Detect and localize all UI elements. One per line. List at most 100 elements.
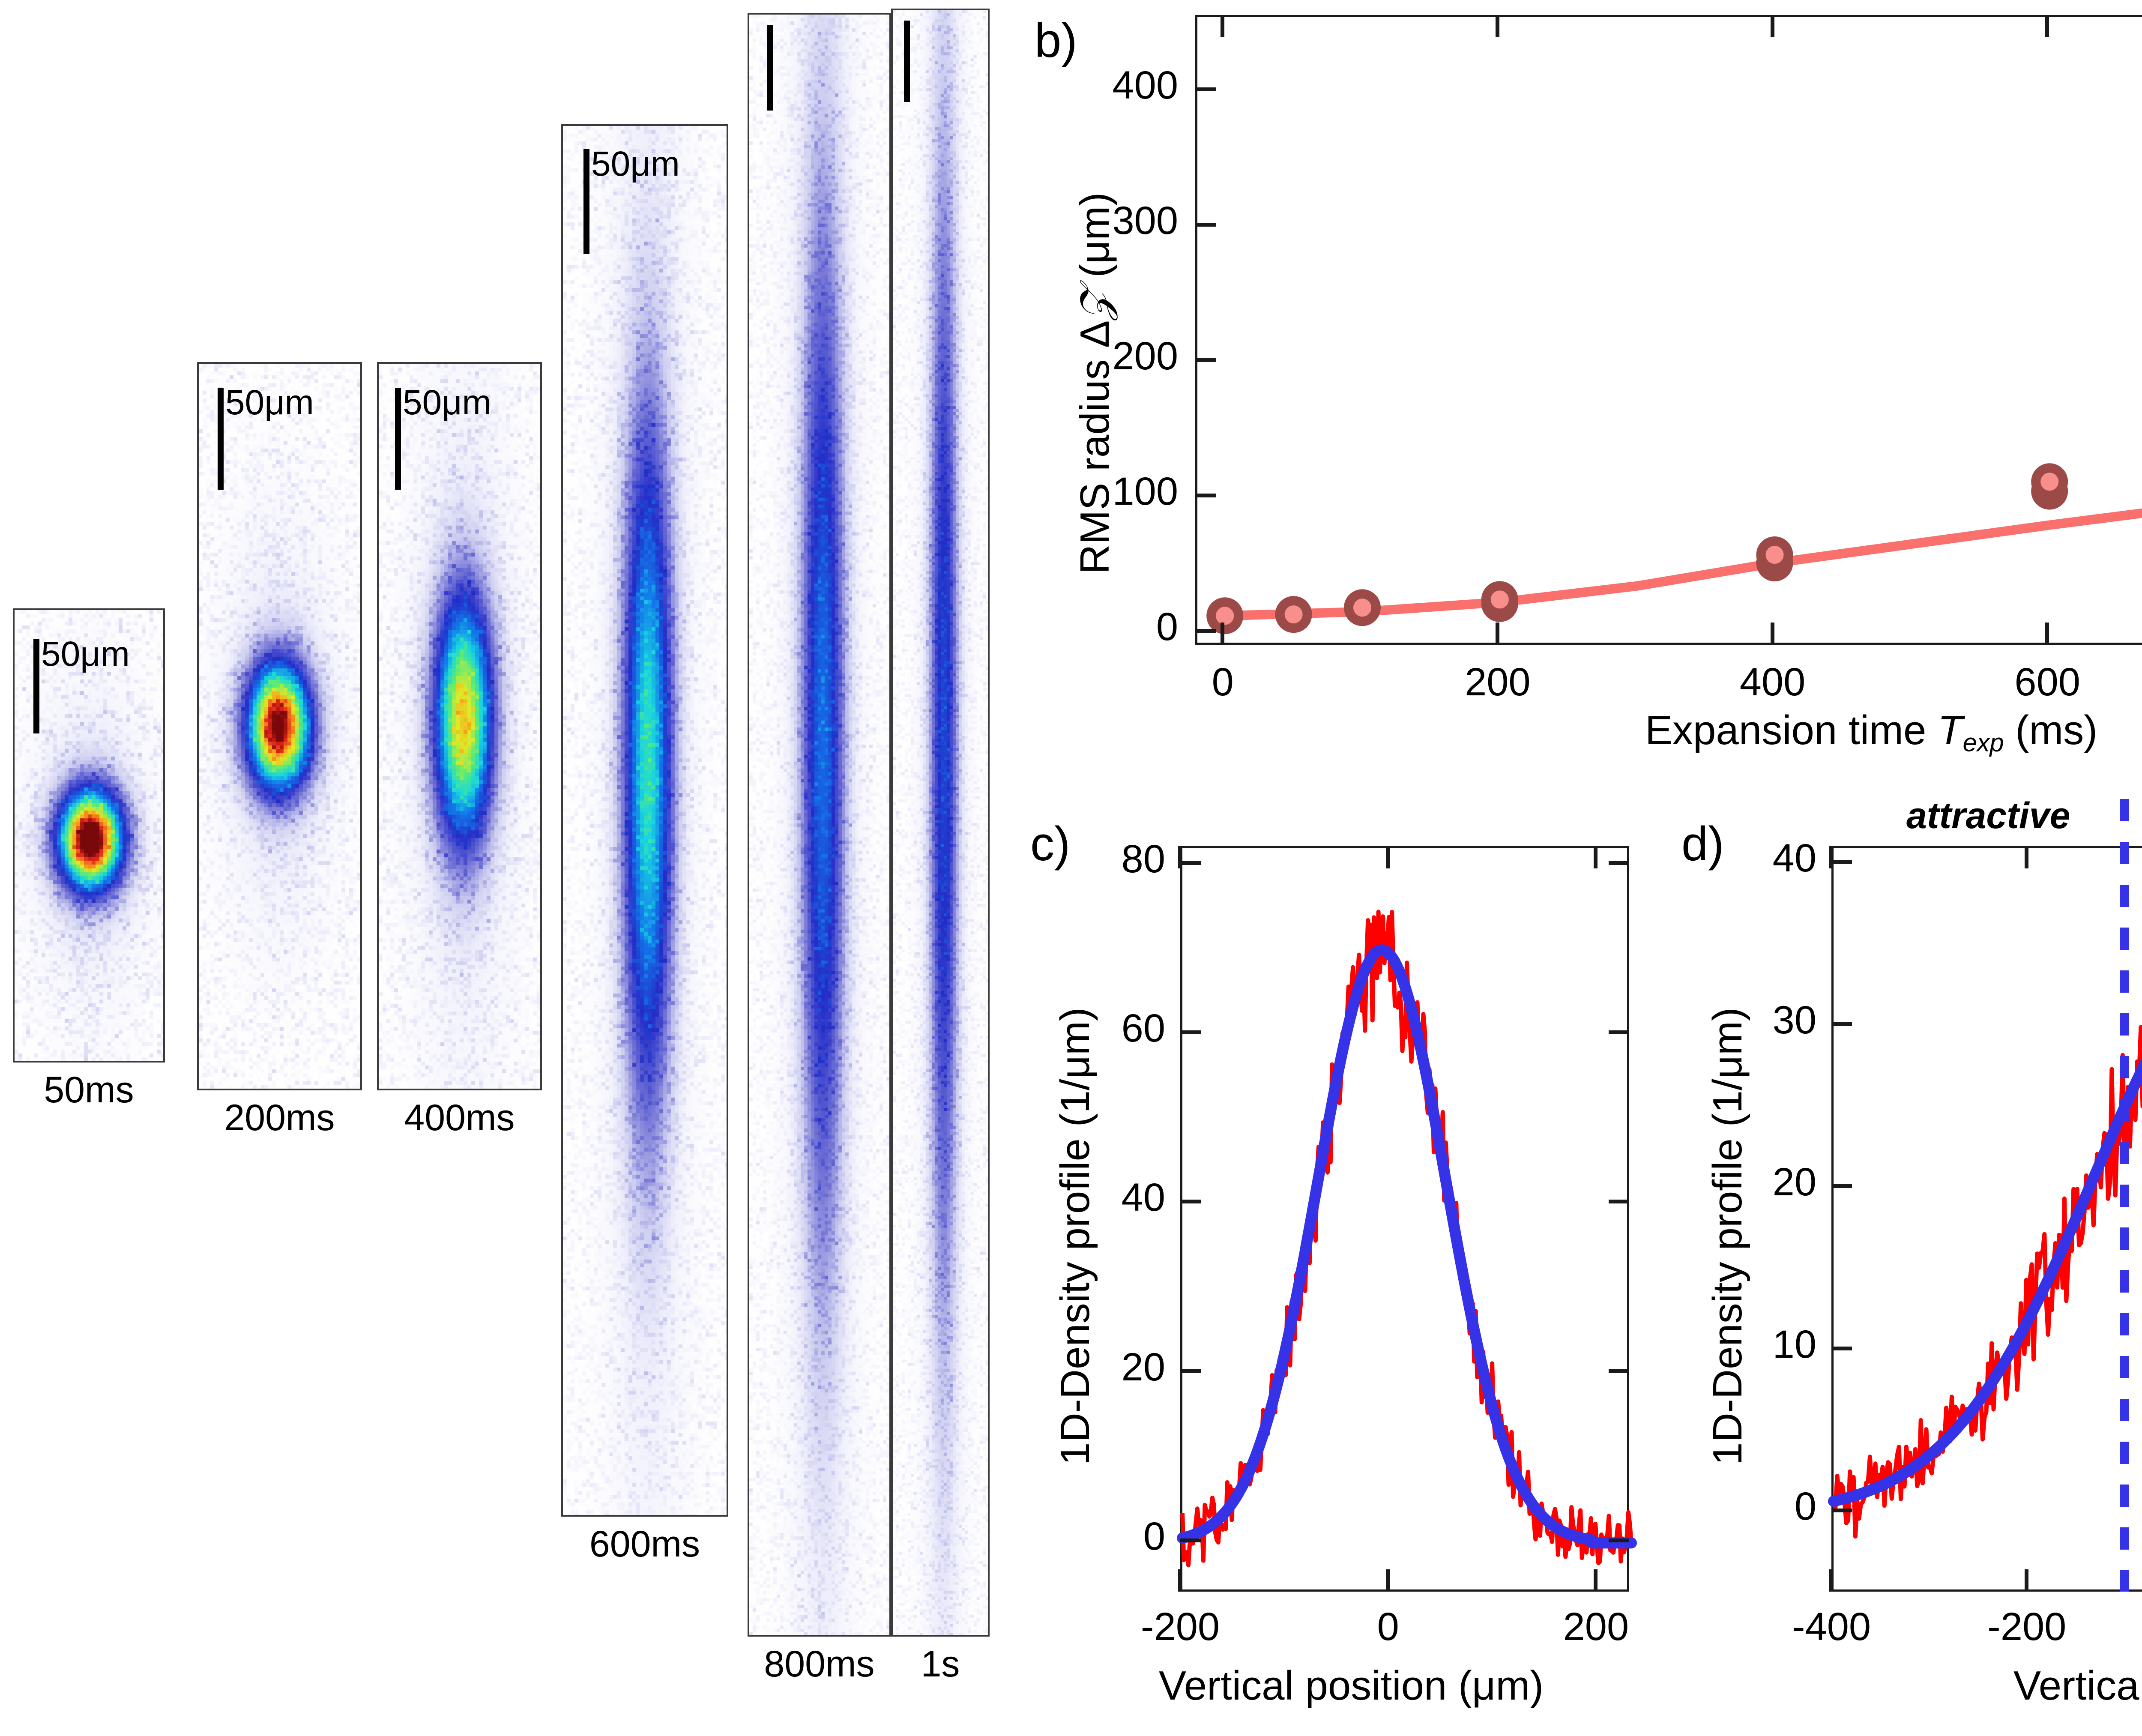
panel-b-chart xyxy=(1206,463,2142,635)
panel-d-attractive-label: attractive xyxy=(1906,795,2070,836)
axis-tick xyxy=(1180,1200,1201,1204)
axis-tick xyxy=(2025,1569,2029,1592)
axis-tick xyxy=(1831,860,1852,864)
axis-tick-label: 0 xyxy=(1212,660,1234,704)
panel-c-chart xyxy=(1177,910,1637,1568)
panel-d-plot-area xyxy=(1828,846,2142,1592)
axis-tick-label: 300 xyxy=(1112,199,1179,242)
expansion-time-label: 600ms xyxy=(589,1523,700,1565)
axis-tick xyxy=(1831,1022,1852,1027)
image-frame xyxy=(377,362,542,1090)
axis-tick xyxy=(1495,623,1499,645)
axis-tick-label: 400 xyxy=(1739,660,1806,704)
axis-tick-label: -200 xyxy=(1140,1605,1220,1649)
panel-b-data-point xyxy=(1481,581,1518,618)
panel-b-data-points xyxy=(1206,463,2068,635)
axis-tick xyxy=(1195,494,1216,498)
axis-tick xyxy=(1195,358,1216,362)
axis-tick-label: -200 xyxy=(1987,1605,2067,1649)
panel-a-absorption-images: 50μm 50ms 50μm 200ms 50μm 400ms 50μm 600… xyxy=(0,0,1007,1736)
panel-b-data-point xyxy=(1275,596,1312,633)
axis-tick-label: 0 xyxy=(1143,1515,1165,1559)
axis-tick xyxy=(1609,1030,1629,1034)
panel-b-xlabel: Expansion time Texp (ms) xyxy=(1645,707,2098,757)
axis-tick xyxy=(1195,223,1216,227)
panel-c-letter: c) xyxy=(1030,817,1071,871)
scale-bar-label: 50μm xyxy=(41,635,130,673)
absorption-image-600ms: 50μm 600ms xyxy=(561,124,728,1565)
axis-tick-label: 200 xyxy=(1112,334,1179,378)
expansion-time-label: 1s xyxy=(921,1643,960,1685)
panel-b-data-point xyxy=(1206,597,1244,635)
axis-tick xyxy=(1609,1200,1629,1204)
scale-bar xyxy=(395,388,401,490)
axis-tick-label: 40 xyxy=(1772,836,1816,880)
absorption-image-400ms: 50μm 400ms xyxy=(377,362,542,1138)
axis-tick xyxy=(1770,15,1774,37)
axis-tick-label: 20 xyxy=(1772,1160,1816,1204)
axis-tick-label: 400 xyxy=(1112,63,1179,107)
expansion-time-label: 800ms xyxy=(764,1643,875,1685)
axis-tick xyxy=(1594,846,1598,868)
scale-bar-label: 50μm xyxy=(591,144,680,183)
panel-b-data-point xyxy=(2031,463,2068,500)
axis-tick-label: 30 xyxy=(1772,998,1816,1042)
scale-bar xyxy=(904,21,910,102)
image-frame xyxy=(197,362,362,1090)
axis-tick xyxy=(1609,861,1629,865)
axis-tick xyxy=(1180,1369,1201,1373)
panel-d-gaussian-fit xyxy=(1828,1057,2142,1507)
panel-b-plot-area xyxy=(1195,15,2142,645)
panel-b-letter: b) xyxy=(1035,14,1077,67)
axis-tick xyxy=(1831,1184,1852,1188)
axis-tick-label: 0 xyxy=(1156,605,1178,649)
axis-tick xyxy=(1829,846,1833,868)
expansion-time-label: 50ms xyxy=(44,1069,134,1110)
scale-bar xyxy=(767,25,773,111)
axis-tick xyxy=(1180,1538,1201,1543)
axis-tick-label: -400 xyxy=(1792,1605,1871,1649)
axis-tick-label: 600 xyxy=(2014,660,2080,704)
panel-d-measured-curve xyxy=(1832,1025,2142,1539)
panel-c-plot-area xyxy=(1177,846,1637,1592)
panel-d-ylabel: 1D-Density profile (1/μm) xyxy=(1705,1007,1750,1465)
axis-tick-label: 0 xyxy=(1794,1484,1816,1528)
absorption-image-200ms: 50μm 200ms xyxy=(197,362,362,1138)
panel-c-ylabel: 1D-Density profile (1/μm) xyxy=(1052,1007,1098,1465)
panel-d-chart xyxy=(1828,1025,2142,1539)
axis-tick xyxy=(1178,846,1182,868)
axis-tick xyxy=(2045,623,2049,645)
axis-tick-label: 10 xyxy=(1772,1322,1816,1366)
axis-tick xyxy=(1770,623,1774,645)
scale-bar-label: 50μm xyxy=(403,383,491,422)
panel-b-ylabel: RMS radius Δ𝒵 (μm) xyxy=(1072,192,1118,574)
absorption-image-50ms: 50μm 50ms xyxy=(13,608,165,1110)
expansion-time-label: 200ms xyxy=(224,1097,335,1138)
axis-tick-label: 60 xyxy=(1121,1006,1165,1050)
axis-tick xyxy=(1178,1569,1182,1592)
axis-tick-label: 80 xyxy=(1121,837,1165,881)
panel-b-data-point xyxy=(1344,589,1381,626)
axis-tick xyxy=(1195,87,1216,91)
axis-tick xyxy=(1221,623,1225,645)
axis-tick-label: 100 xyxy=(1112,470,1179,514)
axis-tick-label: 200 xyxy=(1465,660,1531,704)
panel-b-fit-line xyxy=(1220,508,2142,621)
axis-tick xyxy=(1221,15,1225,37)
panel-d-letter: d) xyxy=(1681,817,1724,871)
panel-c-xlabel: Vertical position (μm) xyxy=(1159,1663,1544,1709)
panel-b-data-point xyxy=(1756,536,1793,573)
scale-bar-label: 50μm xyxy=(225,383,314,422)
axis-tick xyxy=(1609,1369,1629,1373)
axis-tick xyxy=(1609,1538,1629,1543)
axis-tick-label: 200 xyxy=(1563,1605,1629,1649)
panel-d-divider-line xyxy=(2120,799,2129,1592)
axis-tick-label: 40 xyxy=(1121,1176,1165,1220)
expansion-time-label: 400ms xyxy=(404,1097,515,1138)
axis-tick xyxy=(1386,846,1390,868)
axis-tick xyxy=(1180,1030,1201,1034)
axis-tick xyxy=(1180,861,1201,865)
axis-tick xyxy=(1831,1508,1852,1512)
scale-bar xyxy=(33,639,39,733)
image-frame xyxy=(561,124,728,1517)
